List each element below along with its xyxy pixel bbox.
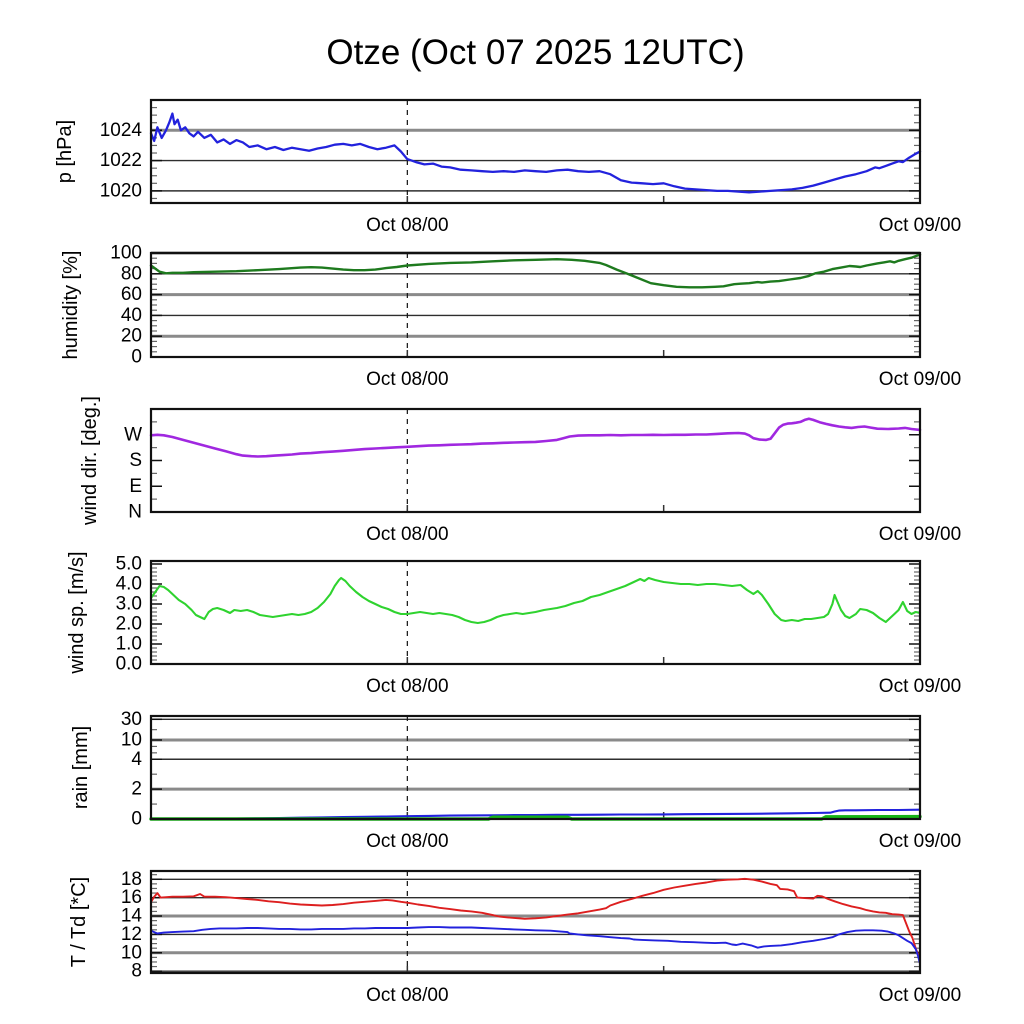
y-tick-label: 60 xyxy=(121,284,142,305)
x-tick-label: Oct 09/00 xyxy=(879,215,961,236)
x-tick-label: Oct 08/00 xyxy=(366,831,448,852)
x-tick-label: Oct 09/00 xyxy=(879,676,961,697)
pressure-line xyxy=(149,112,922,194)
y-tick-label: 4 xyxy=(131,749,142,770)
chart-title: Otze (Oct 07 2025 12UTC) xyxy=(326,33,745,72)
panel-wind-speed: 0.01.02.03.04.05.0 Oct 08/00 Oct 09/00 wind… xyxy=(66,551,961,697)
panel-frame xyxy=(149,559,922,666)
wind-direction-line xyxy=(149,417,922,458)
y-tick-label: S xyxy=(129,450,142,471)
x-tick-label: Oct 09/00 xyxy=(879,985,961,1006)
y-tick-label: 0.0 xyxy=(116,654,142,675)
x-tick-label: Oct 09/00 xyxy=(879,524,961,545)
y-tick-label: E xyxy=(129,476,142,497)
y-tick-label: W xyxy=(124,424,142,445)
y-tick-label: 100 xyxy=(110,243,142,264)
y-axis-title-pressure: p [hPa] xyxy=(54,120,76,183)
y-tick-label: 10 xyxy=(121,942,142,963)
y-tick-label: 3.0 xyxy=(116,594,142,615)
y-axis-title-wind-direction: wind dir. [deg.] xyxy=(79,396,101,526)
x-tick-label: Oct 09/00 xyxy=(879,831,961,852)
panel-frame xyxy=(149,251,922,359)
y-tick-label: 20 xyxy=(121,326,142,347)
y-tick-label: 2 xyxy=(131,779,142,800)
y-tick-label: 16 xyxy=(121,887,142,908)
panel-frame xyxy=(149,714,922,821)
wind-speed-line xyxy=(149,576,922,625)
y-tick-label: 10 xyxy=(121,729,142,750)
y-tick-label: 1020 xyxy=(100,180,142,201)
y-axis-title-rain: rain [mm] xyxy=(70,726,92,809)
temperature-line xyxy=(150,877,921,961)
panel-frame xyxy=(149,869,922,975)
y-tick-label: 18 xyxy=(121,869,142,890)
y-tick-label: 5.0 xyxy=(116,554,142,575)
y-tick-label: 2.0 xyxy=(116,614,142,635)
y-tick-label: 12 xyxy=(121,924,142,945)
y-tick-label: 1.0 xyxy=(116,634,142,655)
panel-frame xyxy=(149,98,922,205)
y-tick-label: 1024 xyxy=(100,120,143,141)
y-tick-label: 40 xyxy=(121,305,142,326)
x-tick-label: Oct 08/00 xyxy=(366,985,448,1006)
x-tick-label: Oct 08/00 xyxy=(366,676,448,697)
y-tick-label: 8 xyxy=(131,961,142,982)
y-tick-label: 80 xyxy=(121,263,142,284)
y-axis-title-humidity: humidity [%] xyxy=(60,251,82,360)
humidity-line xyxy=(149,253,922,289)
y-tick-label: 30 xyxy=(121,709,142,730)
y-tick-label: 1022 xyxy=(100,150,142,171)
y-tick-label: 0 xyxy=(131,809,142,830)
y-tick-label: 14 xyxy=(121,906,143,927)
x-tick-label: Oct 09/00 xyxy=(879,369,961,390)
x-tick-label: Oct 08/00 xyxy=(366,369,448,390)
y-axis-title-wind-speed: wind sp. [m/s] xyxy=(66,551,88,674)
y-tick-label: 4.0 xyxy=(116,574,142,595)
y-axis-title-temperature: T / Td [*C] xyxy=(68,877,90,967)
y-tick-label: 0 xyxy=(131,347,142,368)
dewpoint-line xyxy=(150,926,921,965)
panel-frame xyxy=(149,407,922,514)
x-tick-label: Oct 08/00 xyxy=(366,524,448,545)
x-tick-label: Oct 08/00 xyxy=(366,215,448,236)
y-tick-label: N xyxy=(128,502,142,523)
panel-pressure: 1020 1022 1024 Oct 08/00 Oct 09/00 p [hPa] xyxy=(54,98,961,236)
